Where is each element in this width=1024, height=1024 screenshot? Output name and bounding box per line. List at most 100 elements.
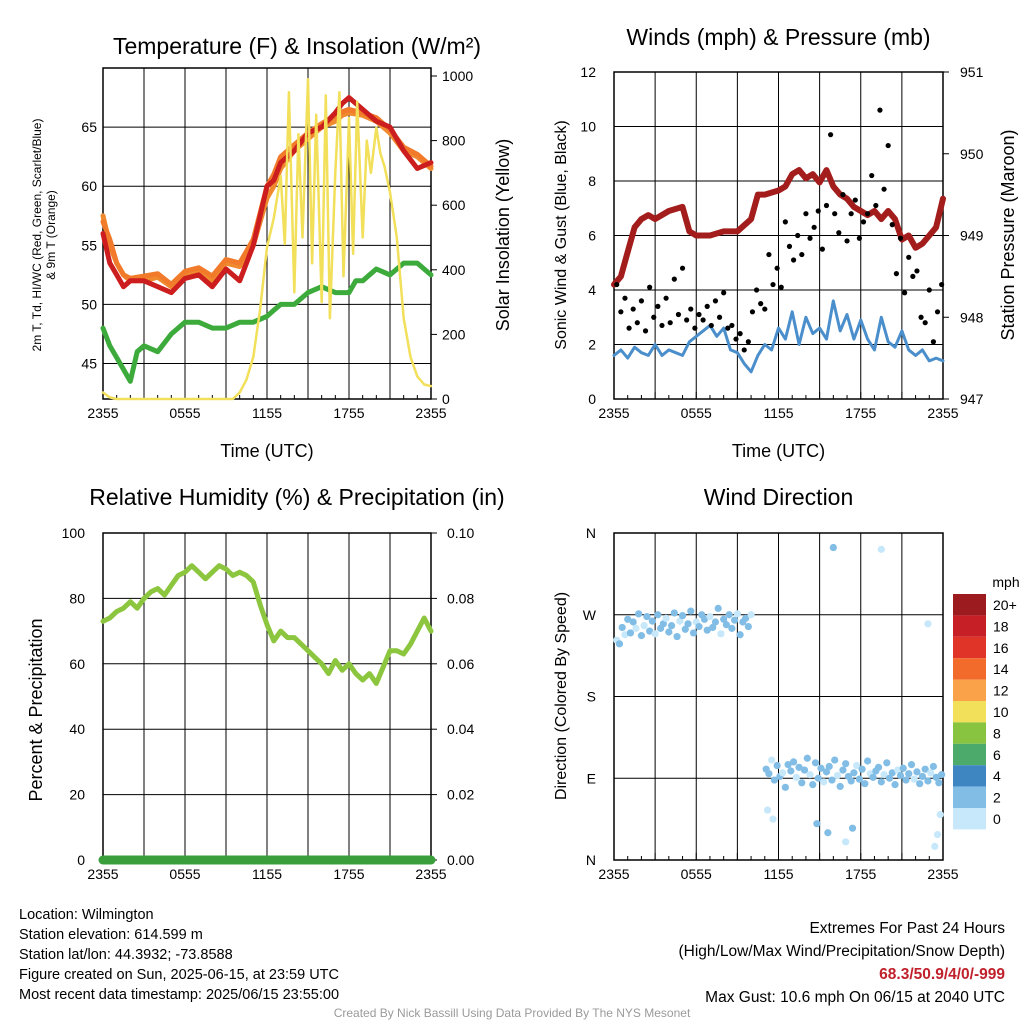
direction-point (695, 622, 703, 631)
direction-point (820, 778, 828, 786)
legend-label: 2 (993, 790, 1001, 806)
direction-point (795, 763, 803, 771)
gust-point (745, 339, 751, 345)
direction-point (798, 779, 806, 787)
direction-point (933, 830, 942, 839)
direction-point (773, 761, 781, 770)
gust-point (807, 235, 813, 241)
gust-point (803, 211, 809, 217)
series-line-wind (612, 299, 945, 374)
chart-title: Relative Humidity (%) & Precipitation (i… (89, 484, 504, 510)
gust-point (939, 281, 945, 288)
direction-point (842, 838, 850, 846)
direction-point (632, 624, 640, 632)
legend-swatch (953, 658, 986, 680)
y-tick-label: 2 (588, 337, 596, 353)
extremes-title: Extremes For Past 24 Hours (809, 920, 1005, 937)
gust-point (622, 295, 628, 301)
y-tick-label: 10 (580, 119, 596, 135)
gust-point (782, 219, 788, 225)
direction-point (621, 631, 629, 639)
direction-point (916, 780, 924, 788)
direction-point (811, 759, 820, 767)
direction-point (646, 627, 654, 635)
gust-point (893, 271, 899, 277)
legend-label: 18 (993, 618, 1009, 634)
direction-point (913, 768, 921, 776)
direction-point (885, 774, 894, 782)
direction-point (770, 776, 778, 784)
gust-point (642, 328, 649, 334)
direction-point (839, 766, 847, 774)
direction-point (936, 810, 944, 819)
y-tick-label: 50 (81, 296, 97, 312)
legend-label: 8 (993, 725, 1001, 741)
y-tick-label: 0 (77, 852, 85, 868)
direction-point (665, 628, 673, 636)
gust-point (704, 303, 710, 309)
extremes-subtitle: (High/Low/Max Wind/Precipitation/Snow De… (678, 943, 1006, 960)
y-tick-label: 4 (588, 282, 596, 298)
gust-point (811, 224, 817, 230)
legend-label: 12 (993, 683, 1009, 699)
gust-point (889, 222, 895, 228)
y-tick-label: 80 (69, 590, 85, 606)
legend-swatch (953, 679, 986, 701)
y-axis-label: & 9m T (Orange) (44, 190, 58, 280)
gust-point (897, 235, 904, 241)
direction-point (829, 543, 837, 552)
direction-point (853, 761, 861, 770)
gust-point (671, 276, 677, 282)
recent-data-text: Most recent data timestamp: 2025/06/15 2… (19, 987, 340, 1003)
gust-point (684, 317, 690, 323)
series-line-insolation (101, 77, 433, 401)
x-tick-label: 1155 (763, 866, 793, 882)
direction-point (643, 612, 651, 621)
legend-swatch (953, 636, 986, 659)
direction-point (689, 629, 698, 637)
x-tick-label: 0555 (169, 866, 200, 882)
direction-point (824, 829, 832, 837)
direction-point (731, 616, 739, 624)
x-tick-label: 0555 (169, 405, 200, 421)
y-tick-label: 0 (588, 391, 596, 407)
gust-point (885, 142, 891, 149)
direction-point (877, 778, 885, 786)
direction-point (907, 761, 916, 769)
x-tick-label: 0555 (681, 866, 712, 882)
direction-point (899, 764, 907, 772)
direction-point (932, 773, 940, 781)
direction-point (806, 771, 814, 779)
direction-point (918, 772, 927, 781)
direction-point (864, 757, 872, 765)
direction-point (813, 820, 821, 828)
direction-point (789, 758, 798, 766)
x-tick-label: 1155 (252, 405, 282, 421)
y2-tick-label: 400 (442, 262, 466, 278)
chart-title: Winds (mph) & Pressure (mb) (626, 24, 930, 50)
gust-point (741, 347, 747, 353)
extremes-values: 68.3/50.9/4/0/-999 (879, 966, 1005, 983)
direction-point (706, 612, 714, 621)
direction-point (787, 767, 795, 775)
y-tick-label: N (586, 525, 596, 541)
created-text: Figure created on Sun, 2025-06-15, at 23… (19, 967, 339, 983)
legend-swatch (953, 594, 986, 616)
gust-point (737, 331, 743, 337)
gust-point (910, 273, 916, 279)
gust-point (770, 281, 776, 288)
x-tick-label: 1755 (333, 405, 364, 421)
gust-point (647, 284, 653, 290)
gust-point (926, 287, 932, 293)
direction-point (861, 780, 869, 788)
x-tick-label: 2355 (598, 866, 629, 882)
y-tick-label: E (587, 770, 596, 786)
y2-axis-label: Solar Insolation (Yellow) (493, 139, 513, 331)
legend-label: 4 (993, 768, 1001, 784)
direction-point (792, 773, 800, 781)
y-tick-label: 12 (580, 64, 596, 80)
direction-point (809, 781, 817, 789)
legend-swatch (953, 722, 986, 744)
direction-point (684, 620, 692, 628)
direction-point (768, 756, 776, 764)
